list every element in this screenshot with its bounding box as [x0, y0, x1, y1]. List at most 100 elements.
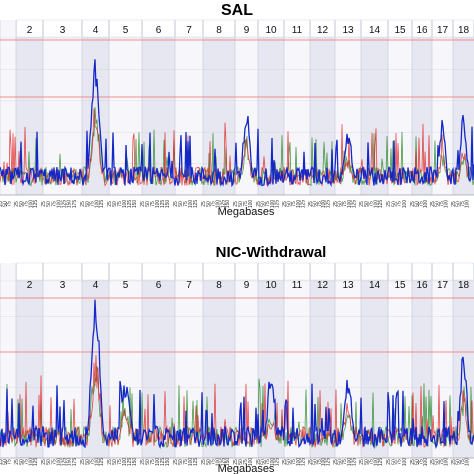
tick-label: 75 [291, 459, 297, 465]
tick-label: 25 [201, 459, 207, 465]
chromosome-header [335, 262, 361, 281]
tick-label: 100 [188, 200, 194, 209]
panel-nic-withdrawal: NIC-Withdrawal 2 3 4 5 6 7 8 9 10 11 12 13 14 15 16 17 1… [0, 244, 474, 474]
tick-label: 125 [193, 458, 199, 467]
tick-label: 150 [132, 458, 138, 467]
chromosome-header [142, 262, 175, 281]
tick-label: 50 [238, 201, 244, 207]
chromosome-label: 18 [458, 25, 470, 36]
tick-label: 175 [72, 458, 78, 467]
tick-label: 125 [33, 200, 39, 209]
tick-label: 100 [347, 458, 353, 467]
tick-label: 25 [14, 201, 20, 207]
chromosome-band [0, 20, 16, 195]
chromosome-band [109, 263, 142, 458]
tick-label: 50 [112, 459, 118, 465]
tick-label: 125 [33, 458, 39, 467]
chromosome-label: 9 [244, 280, 250, 291]
tick-label: 150 [132, 200, 138, 209]
chromosome-header [235, 19, 258, 38]
tick-label: 150 [67, 200, 73, 209]
tick-label: 25 [430, 201, 436, 207]
chromosome-band [432, 263, 453, 458]
tick-label: 50 [414, 459, 420, 465]
chromosome-labels-sal: 2 3 4 5 6 7 8 9 10 11 12 13 14 15 16 17 18 [16, 19, 474, 38]
tick-label: 75 [7, 201, 13, 207]
tick-label: 25 [386, 459, 392, 465]
tick-label: 75 [211, 201, 217, 207]
tick-label: 100 [321, 200, 327, 209]
tick-label: 50 [456, 459, 462, 465]
tick-label: 75 [419, 459, 425, 465]
tick-label: 75 [243, 201, 249, 207]
tick-label: 50 [19, 459, 25, 465]
tick-label: 125 [326, 200, 332, 209]
chromosome-label: 14 [369, 280, 381, 291]
tick-label: 25 [333, 201, 339, 207]
tick-label: 150 [165, 200, 171, 209]
chromosome-header [16, 262, 43, 281]
chromosome-label: 16 [416, 25, 428, 36]
chromosome-label: 13 [342, 280, 354, 291]
chromosome-header [16, 19, 43, 38]
tick-label: 25 [233, 201, 239, 207]
tick-label: 25 [14, 459, 20, 465]
tick-label: 125 [160, 458, 166, 467]
chromosome-header [258, 262, 284, 281]
tick-label: 75 [369, 459, 375, 465]
tick-label: 75 [265, 201, 271, 207]
chromosome-band [203, 263, 235, 458]
tick-label: 75 [397, 459, 403, 465]
x-axis-label-nic: Megabases [218, 463, 275, 474]
tick-label: 25 [410, 201, 416, 207]
tick-label: 25 [359, 459, 365, 465]
tick-label: 75 [7, 459, 13, 465]
chromosome-label: 5 [123, 280, 129, 291]
tick-label: 100 [248, 458, 254, 467]
tick-label: 100 [444, 200, 450, 209]
chromosome-label: 8 [216, 280, 222, 291]
chromosome-label: 18 [458, 280, 470, 291]
tick-label: 25 [107, 459, 113, 465]
chromosome-band [335, 263, 361, 458]
tick-label: 50 [435, 459, 441, 465]
tick-label: 125 [220, 200, 226, 209]
chromosome-label: 2 [27, 25, 33, 36]
tick-label: 75 [51, 201, 57, 207]
tick-label: 100 [423, 200, 429, 209]
tick-label: 100 [56, 458, 62, 467]
tick-label: 50 [312, 459, 318, 465]
chromosome-label: 2 [27, 280, 33, 291]
tick-label: 125 [300, 458, 306, 467]
chromosome-header [203, 19, 235, 38]
tick-label: 50 [312, 201, 318, 207]
chromosome-label: 17 [437, 25, 449, 36]
chromosome-header [235, 262, 258, 281]
tick-label: 75 [211, 459, 217, 465]
tick-label: 75 [24, 459, 30, 465]
tick-label: 50 [338, 459, 344, 465]
chromosome-label: 6 [156, 280, 162, 291]
tick-label: 25 [333, 459, 339, 465]
chromosome-label: 15 [394, 280, 406, 291]
chromosome-header [82, 19, 109, 38]
tick-label: 50 [46, 459, 52, 465]
series-line [0, 299, 474, 450]
series-lines-sal [0, 59, 474, 188]
tick-label: 50 [178, 459, 184, 465]
tick-label: 25 [359, 201, 365, 207]
tick-label: 75 [439, 201, 445, 207]
tick-label: 125 [127, 458, 133, 467]
tick-label: 100 [122, 458, 128, 467]
tick-label: 75 [460, 459, 466, 465]
tick-label: 100 [270, 200, 276, 209]
tick-label: 25 [386, 201, 392, 207]
chromosome-label: 17 [437, 280, 449, 291]
chromosome-band [235, 20, 258, 195]
tick-label: 150 [225, 458, 231, 467]
tick-label: 100 [296, 458, 302, 467]
tick-label: 75 [183, 459, 189, 465]
chromosome-band [43, 20, 82, 195]
chromosome-header [310, 19, 335, 38]
